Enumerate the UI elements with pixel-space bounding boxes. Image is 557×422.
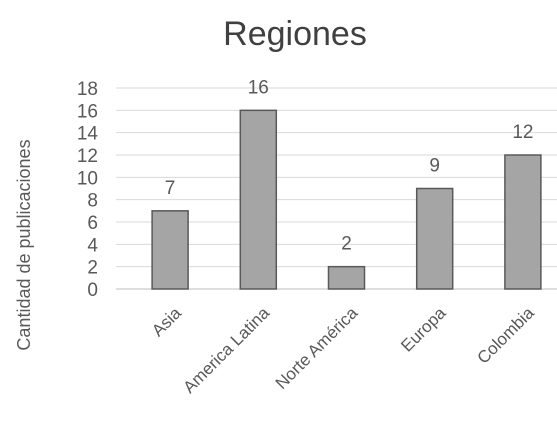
y-tick-label: 18	[77, 79, 98, 100]
data-label: 9	[429, 156, 440, 177]
data-label: 2	[341, 234, 352, 255]
data-label: 12	[512, 122, 533, 143]
y-tick-label: 12	[77, 146, 98, 167]
y-tick-label: 0	[87, 280, 98, 301]
y-tick-label: 14	[77, 124, 99, 145]
data-labels: 7 16 2 9 12	[165, 77, 534, 254]
chart-title: Regiones	[223, 15, 367, 53]
bar	[415, 187, 454, 290]
bar	[504, 154, 542, 290]
data-label: 16	[248, 77, 269, 98]
bar	[327, 265, 366, 290]
x-category-label: Norte América	[272, 303, 362, 393]
y-tick-label: 10	[77, 168, 98, 189]
y-tick-label: 6	[87, 213, 98, 234]
y-tick-label: 2	[87, 258, 98, 279]
y-tick-label: 8	[87, 191, 98, 212]
y-tick-label: 4	[87, 235, 98, 256]
y-tick-label: 16	[77, 101, 98, 122]
x-category-label: Asia	[148, 303, 185, 340]
y-axis-label: Cantidad de publicaciones	[14, 139, 34, 350]
bars	[151, 109, 542, 290]
x-category-label: Europa	[397, 303, 450, 356]
bar	[239, 109, 278, 290]
bar	[151, 210, 189, 290]
gridlines	[116, 87, 557, 290]
data-label: 7	[165, 178, 176, 199]
x-category-label: Colombia	[474, 303, 539, 368]
x-category-label: America Latina	[180, 303, 274, 397]
